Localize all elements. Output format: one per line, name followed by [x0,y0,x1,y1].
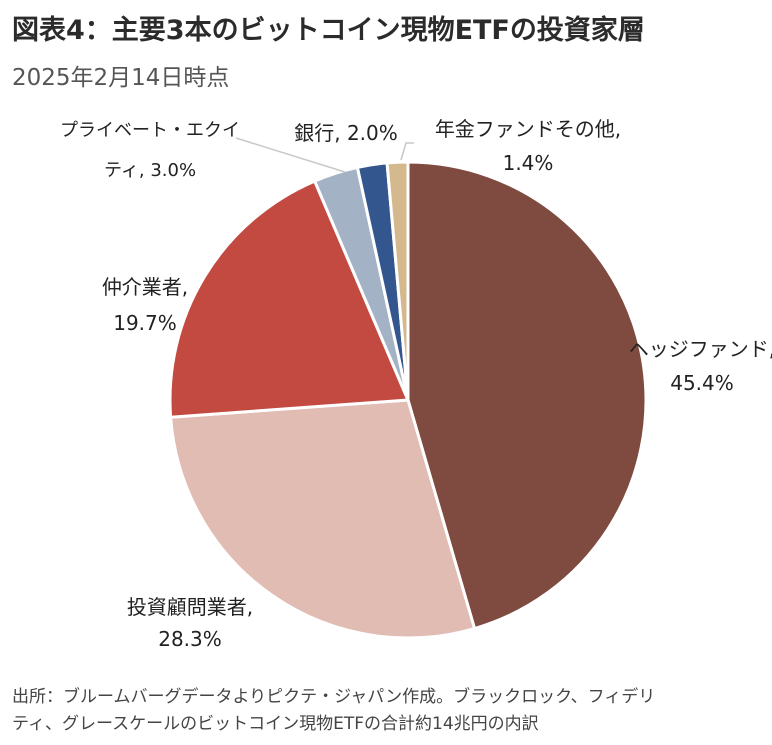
data-label-pension-other-line-2: 1.4% [503,151,554,175]
leader-line-private-equity [235,137,346,173]
source-note-line-1: 出所：ブルームバーグデータよりピクテ・ジャパン作成。ブラックロック、フィデリ [12,687,656,707]
pie-slice-broker [168,179,410,419]
leader-line-pension-other [400,142,414,161]
data-label-broker-line-1: 仲介業者, [102,275,188,299]
pie-slice-pension-other [385,160,410,402]
pie-slice-investment-advisor [169,398,477,640]
data-label-investment-advisor-line-1: 投資顧問業者, [127,595,253,619]
data-label-private-equity-line-1: プライベート・エクイ [60,120,240,141]
data-label-broker-line-2: 19.7% [113,311,177,335]
data-label-private-equity-line-2: ティ, 3.0% [104,160,196,181]
source-note: 出所：ブルームバーグデータよりピクテ・ジャパン作成。ブラックロック、フィデリ テ… [12,684,768,738]
data-label-hedge-fund-line-1: ヘッジファンド, [629,337,772,361]
chart-subtitle: 2025年2月14日時点 [12,65,230,91]
chart-title: 図表4：主要3本のビットコイン現物ETFの投資家層 [12,15,645,46]
data-label-investment-advisor-line-2: 28.3% [158,627,222,651]
data-label-pension-other-line-1: 年金ファンドその他, [435,117,621,141]
source-note-line-2: ティ、グレースケールのビットコイン現物ETFの合計約14兆円の内訳 [12,714,539,734]
data-label-hedge-fund-line-2: 45.4% [670,371,734,395]
pie-chart: ヘッジファンド, 45.4% 投資顧問業者, 28.3% 仲介業者, 19.7% プライベー… [60,117,772,651]
pie-slice-hedge-fund [406,160,648,631]
data-label-bank-line-1: 銀行, 2.0% [294,121,398,145]
